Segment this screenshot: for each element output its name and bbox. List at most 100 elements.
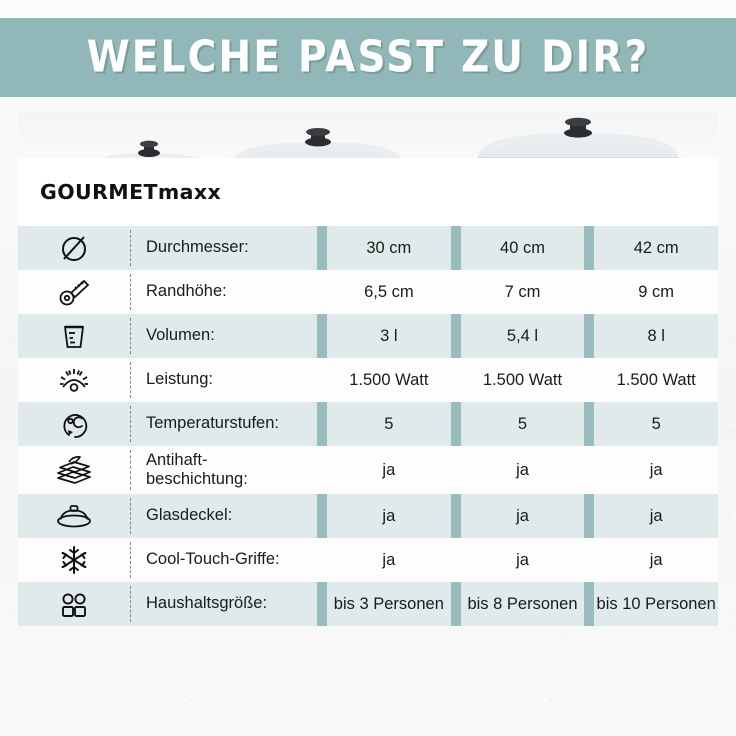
table-row: Temperaturstufen: 5 5 5 bbox=[18, 402, 718, 446]
icon-label-divider bbox=[130, 450, 132, 490]
cell-value: ja bbox=[649, 550, 663, 569]
row-label-text: Randhöhe: bbox=[146, 282, 227, 301]
table-row: Cool-Touch-Griffe: ja ja ja bbox=[18, 538, 718, 582]
icon-label-divider bbox=[130, 274, 132, 310]
column-separator bbox=[584, 358, 594, 402]
cell-value: 5 bbox=[517, 414, 528, 433]
cell-value: ja bbox=[382, 460, 396, 479]
column-separator bbox=[317, 538, 327, 582]
row-label: Randhöhe: bbox=[132, 270, 317, 314]
column-separator bbox=[584, 446, 594, 494]
column-separator bbox=[584, 402, 595, 446]
cell-value: 30 cm bbox=[366, 238, 412, 257]
cell-value: bis 3 Personen bbox=[333, 594, 444, 613]
cell-value: bis 10 Personen bbox=[596, 594, 716, 613]
table-row: Leistung: 1.500 Watt 1.500 Watt 1.500 Wa… bbox=[18, 358, 718, 402]
column-separator bbox=[451, 446, 461, 494]
brand-logo-lower: maxx bbox=[157, 180, 222, 204]
page-title: WELCHE PASST ZU DIR? bbox=[86, 32, 650, 83]
header-spacer-2 bbox=[450, 158, 584, 226]
comparison-table: GOURMETmaxx Durchmesser: 30 cm 40 cm 42 … bbox=[18, 158, 718, 626]
row-label: Durchmesser: bbox=[132, 226, 317, 270]
nonstick-coating-icon bbox=[18, 446, 130, 494]
cell-value: 1.500 Watt bbox=[616, 370, 696, 389]
cell-value: 3 l bbox=[380, 326, 398, 345]
column-separator bbox=[317, 582, 327, 626]
column-separator bbox=[584, 538, 594, 582]
row-label: Haushaltsgröße: bbox=[132, 582, 317, 626]
icon-label-divider bbox=[130, 318, 132, 354]
measuring-cup-icon bbox=[18, 314, 130, 358]
column-separator bbox=[317, 446, 327, 494]
column-separator bbox=[584, 582, 595, 626]
cell-value: 5 bbox=[384, 414, 394, 433]
table-row: Durchmesser: 30 cm 40 cm 42 cm bbox=[18, 226, 718, 270]
brand-logo-text: GOURMETmaxx bbox=[40, 180, 221, 204]
icon-label-divider bbox=[130, 362, 132, 398]
column-separator bbox=[584, 226, 595, 270]
diameter-icon bbox=[18, 226, 130, 270]
tape-measure-icon bbox=[18, 270, 130, 314]
column-separator bbox=[451, 538, 461, 582]
cell-value: 40 cm bbox=[500, 238, 545, 257]
snowflake-icon bbox=[18, 538, 130, 582]
row-label-line2: beschichtung: bbox=[146, 470, 248, 488]
cell-value: ja bbox=[516, 506, 529, 525]
header-spacer-1 bbox=[316, 158, 450, 226]
column-separator bbox=[317, 270, 327, 314]
cell-value: ja bbox=[382, 550, 396, 569]
header-spacer-3 bbox=[584, 158, 718, 226]
table-row: Haushaltsgröße: bis 3 Personen bis 8 Per… bbox=[18, 582, 718, 626]
column-separator bbox=[317, 314, 327, 358]
column-separator bbox=[450, 226, 461, 270]
icon-label-divider bbox=[130, 586, 132, 622]
column-separator bbox=[450, 494, 461, 538]
table-header-row: GOURMETmaxx bbox=[18, 158, 718, 226]
cell-value: 6,5 cm bbox=[364, 282, 414, 301]
cell-value: 42 cm bbox=[633, 238, 679, 257]
row-label: Cool-Touch-Griffe: bbox=[132, 538, 317, 582]
icon-label-divider bbox=[130, 230, 132, 266]
column-separator bbox=[317, 402, 327, 446]
column-separator bbox=[451, 358, 461, 402]
row-label-text: Cool-Touch-Griffe: bbox=[146, 550, 280, 569]
cell-value: bis 8 Personen bbox=[467, 594, 578, 613]
table-row: Glasdeckel: ja ja ja bbox=[18, 494, 718, 538]
icon-label-divider bbox=[130, 542, 132, 578]
cell-value: 9 cm bbox=[638, 282, 675, 301]
column-separator bbox=[317, 494, 327, 538]
column-separator bbox=[450, 582, 461, 626]
cell-value: 8 l bbox=[647, 326, 665, 345]
header-banner: WELCHE PASST ZU DIR? bbox=[0, 18, 736, 97]
cell-value: ja bbox=[516, 460, 529, 479]
cell-value: 5 bbox=[651, 414, 661, 433]
column-separator bbox=[584, 494, 595, 538]
row-label-text: Leistung: bbox=[146, 370, 213, 389]
cell-value: 1.500 Watt bbox=[482, 370, 563, 389]
cell-value: 5,4 l bbox=[506, 326, 539, 345]
cell-value: 7 cm bbox=[504, 282, 541, 301]
household-size-icon bbox=[18, 582, 130, 626]
row-label-line1: Antihaft- bbox=[146, 450, 208, 469]
table-row: Volumen: 3 l 5,4 l 8 l bbox=[18, 314, 718, 358]
row-label-text: Glasdeckel: bbox=[146, 506, 233, 525]
brand-logo: GOURMETmaxx bbox=[18, 158, 316, 226]
row-label: Leistung: bbox=[132, 358, 317, 402]
row-label-text: Antihaft- beschichtung: bbox=[146, 451, 248, 490]
row-label-text: Temperaturstufen: bbox=[146, 414, 279, 433]
column-separator bbox=[584, 270, 594, 314]
temperature-celsius-icon bbox=[18, 402, 130, 446]
column-separator bbox=[317, 226, 327, 270]
cell-value: ja bbox=[649, 460, 663, 479]
row-label-text: Durchmesser: bbox=[146, 238, 249, 257]
brand-logo-upper: GOURMET bbox=[40, 180, 158, 204]
cell-value: ja bbox=[516, 550, 529, 569]
glass-lid-icon bbox=[18, 494, 130, 538]
row-label: Volumen: bbox=[132, 314, 317, 358]
cell-value: ja bbox=[382, 506, 396, 525]
column-separator bbox=[584, 314, 595, 358]
row-label: Antihaft- beschichtung: bbox=[132, 446, 317, 494]
icon-label-divider bbox=[130, 498, 132, 534]
column-separator bbox=[451, 270, 461, 314]
heating-element-icon bbox=[18, 358, 130, 402]
